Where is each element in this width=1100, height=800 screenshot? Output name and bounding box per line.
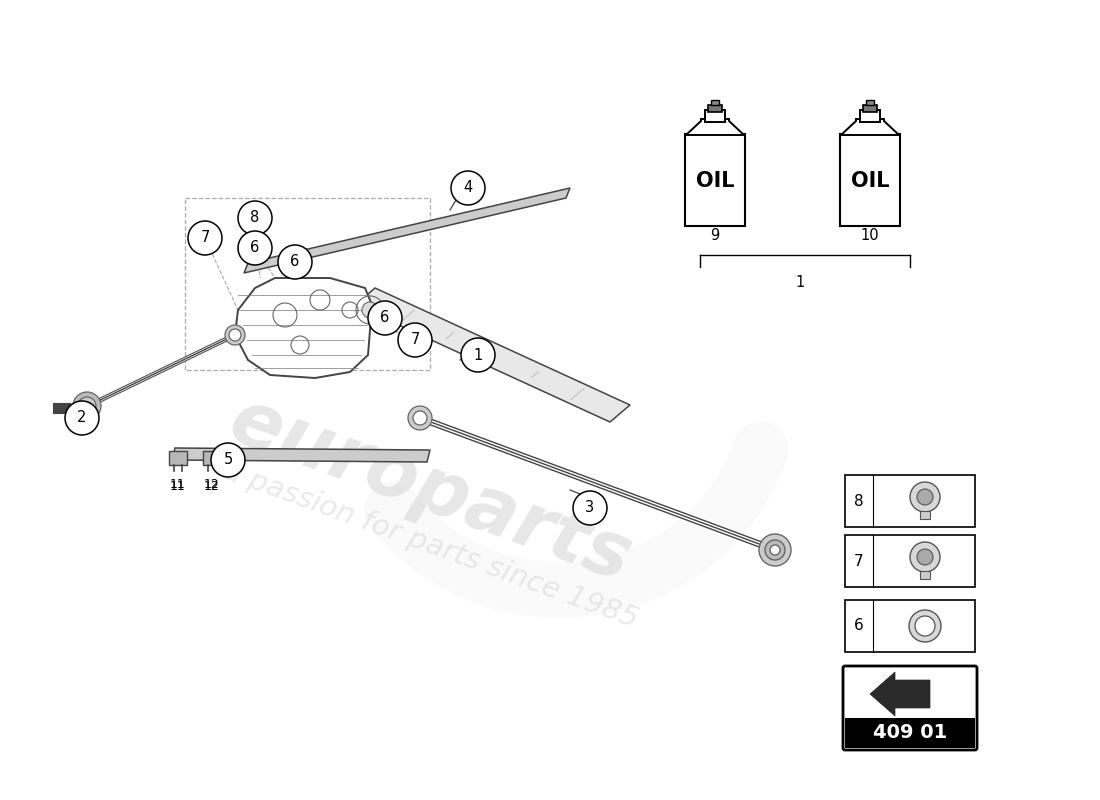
Text: 10: 10 [860,227,879,242]
FancyBboxPatch shape [845,718,975,748]
Polygon shape [686,119,744,135]
Text: 8: 8 [251,210,260,226]
Text: a passion for parts since 1985: a passion for parts since 1985 [219,457,641,634]
Text: OIL: OIL [850,171,889,191]
FancyBboxPatch shape [866,100,874,105]
Circle shape [759,534,791,566]
Text: 6: 6 [251,241,260,255]
Circle shape [910,482,940,512]
Text: 1: 1 [473,347,483,362]
Text: 7: 7 [200,230,210,246]
FancyBboxPatch shape [920,571,929,579]
Text: 5: 5 [223,453,232,467]
Circle shape [229,329,241,341]
Circle shape [278,245,312,279]
Circle shape [917,549,933,565]
Text: OIL: OIL [695,171,735,191]
Circle shape [188,221,222,255]
Circle shape [238,231,272,265]
FancyBboxPatch shape [845,535,975,587]
Text: 409 01: 409 01 [873,723,947,742]
Circle shape [770,545,780,555]
Circle shape [238,201,272,235]
FancyBboxPatch shape [685,134,745,226]
Circle shape [412,411,427,425]
Circle shape [65,401,99,435]
Circle shape [78,397,96,415]
Circle shape [461,338,495,372]
Circle shape [226,325,245,345]
Text: 11: 11 [170,480,186,493]
Polygon shape [244,188,570,273]
Text: 2: 2 [77,410,87,426]
FancyBboxPatch shape [708,105,722,112]
Circle shape [398,323,432,357]
Text: 11: 11 [170,478,186,491]
Text: 6: 6 [290,254,299,270]
Circle shape [917,489,933,505]
Circle shape [451,171,485,205]
Circle shape [211,443,245,477]
Text: 8: 8 [855,494,864,509]
FancyBboxPatch shape [845,475,975,527]
FancyBboxPatch shape [169,451,187,465]
Text: 7: 7 [410,333,420,347]
Circle shape [368,301,402,335]
Circle shape [909,610,940,642]
Polygon shape [842,119,899,135]
Text: 6: 6 [381,310,389,326]
Text: 9: 9 [711,227,719,242]
Circle shape [573,491,607,525]
FancyBboxPatch shape [204,451,221,465]
Text: 4: 4 [463,181,473,195]
Text: 12: 12 [205,480,220,493]
Polygon shape [172,448,430,462]
Circle shape [82,402,91,410]
Circle shape [362,302,378,318]
Text: 12: 12 [205,478,220,491]
FancyBboxPatch shape [705,110,725,122]
FancyBboxPatch shape [711,100,719,105]
Text: 1: 1 [795,275,804,290]
FancyBboxPatch shape [920,511,929,519]
Text: 3: 3 [585,501,595,515]
Circle shape [910,542,940,572]
Text: 7: 7 [855,554,864,569]
Polygon shape [235,278,372,378]
FancyBboxPatch shape [843,666,977,750]
FancyBboxPatch shape [864,105,877,112]
Polygon shape [870,672,930,716]
Circle shape [764,540,785,560]
FancyBboxPatch shape [840,134,900,226]
FancyBboxPatch shape [860,110,880,122]
FancyBboxPatch shape [845,600,975,652]
Text: europarts: europarts [219,383,641,597]
Circle shape [915,616,935,636]
Circle shape [408,406,432,430]
Circle shape [73,392,101,420]
Polygon shape [355,288,630,422]
Text: 6: 6 [854,618,864,634]
